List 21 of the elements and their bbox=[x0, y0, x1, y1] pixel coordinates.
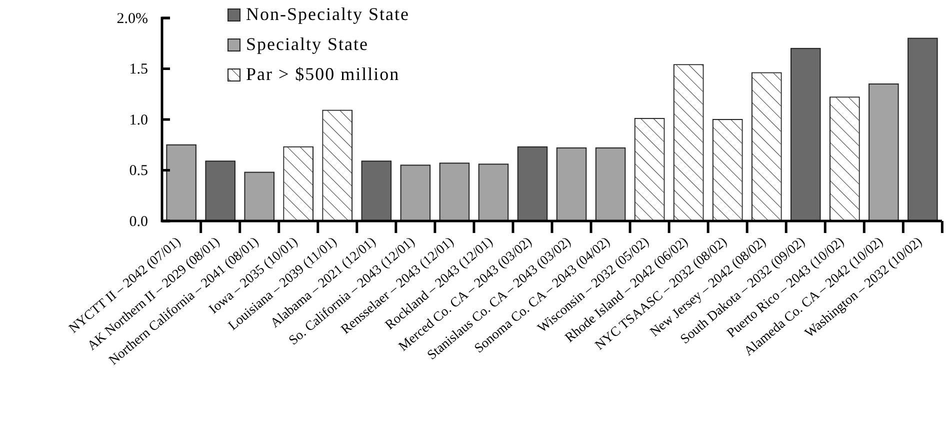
bar bbox=[244, 172, 274, 222]
legend-label: Specialty State bbox=[246, 34, 368, 54]
bar bbox=[517, 146, 548, 222]
y-tick-label: 1.5 bbox=[129, 62, 148, 78]
bar bbox=[556, 147, 587, 222]
y-tick-label: 0.5 bbox=[129, 163, 148, 180]
bar bbox=[908, 38, 938, 222]
bar bbox=[595, 147, 626, 222]
bar bbox=[478, 164, 509, 222]
y-tick-label: 2.0% bbox=[116, 10, 148, 27]
bar bbox=[868, 83, 899, 222]
bar bbox=[205, 160, 236, 222]
bar bbox=[439, 162, 470, 222]
y-tick-label: 0.0 bbox=[129, 214, 148, 230]
legend-label: Par > $500 million bbox=[246, 64, 400, 84]
bar bbox=[361, 160, 392, 222]
bar bbox=[400, 164, 431, 222]
legend-label: Non-Specialty State bbox=[246, 4, 410, 24]
bar bbox=[166, 144, 196, 222]
y-tick-label: 1.0 bbox=[129, 112, 148, 128]
bar bbox=[790, 48, 821, 222]
